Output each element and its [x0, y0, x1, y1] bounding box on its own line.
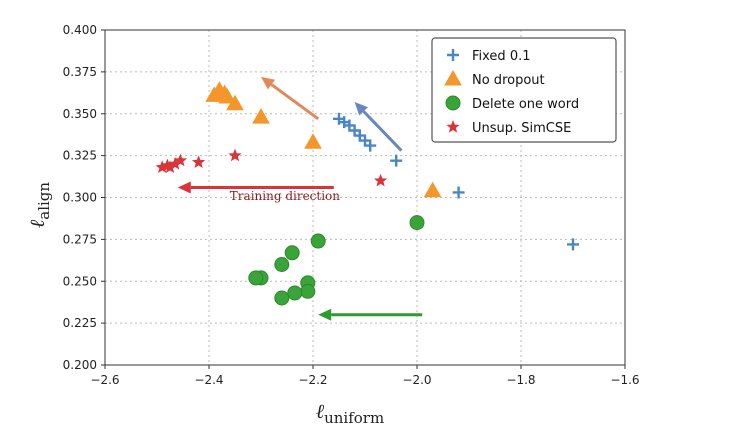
x-tick-label: −2.0 [402, 373, 431, 387]
legend-label: Delete one word [472, 97, 579, 112]
data-point [304, 133, 322, 149]
y-axis-label: ℓalign [25, 182, 53, 228]
x-axis-label: ℓuniform [316, 399, 384, 427]
legend-label: No dropout [472, 73, 545, 88]
data-point [191, 155, 206, 168]
axis-ticks: −2.6 −2.4 −2.2 −2.0 −1.8 −1.6 0.200 0.225 0.250 0… [63, 23, 640, 387]
arrow-shaft [362, 110, 403, 152]
legend: Fixed 0.1 No dropout Delete one word Unsup.… [431, 37, 617, 143]
legend-box [431, 37, 617, 143]
annotations: Training direction [230, 189, 340, 203]
series-fixed-0-1 [333, 112, 579, 251]
data-point [310, 233, 326, 249]
arrow-head [318, 308, 332, 321]
data-points [155, 81, 579, 306]
data-point [373, 173, 388, 187]
data-point [409, 215, 425, 231]
data-point [423, 181, 442, 198]
direction-arrow [318, 308, 423, 321]
data-point [173, 153, 188, 167]
data-point [252, 108, 270, 124]
legend-item: Unsup. SimCSE [446, 120, 571, 136]
direction-arrows [177, 76, 423, 321]
legend-label: Unsup. SimCSE [472, 121, 571, 136]
x-tick-label: −1.6 [610, 373, 639, 387]
data-point [364, 139, 377, 152]
data-point [168, 157, 182, 170]
series-delete-one-word [248, 215, 425, 306]
direction-arrow [261, 76, 320, 120]
arrow-shaft [270, 83, 320, 120]
y-tick-label: 0.325 [63, 149, 97, 163]
data-point [226, 94, 244, 111]
legend-item: Delete one word [445, 95, 579, 112]
data-point [163, 160, 177, 174]
y-tick-label: 0.300 [63, 191, 97, 205]
legend-marker [447, 49, 459, 61]
y-tick-label: 0.200 [63, 358, 97, 372]
legend-item: Fixed 0.1 [447, 49, 531, 64]
arrow-head [354, 102, 368, 116]
data-point [287, 285, 303, 301]
annotation-text: Training direction [230, 189, 340, 203]
y-tick-label: 0.350 [63, 107, 97, 121]
legend-item: No dropout [444, 69, 545, 88]
legend-marker [444, 69, 462, 86]
direction-arrow [177, 181, 334, 194]
direction-arrow [354, 102, 403, 152]
series-no-dropout [205, 81, 442, 198]
data-point [284, 245, 300, 261]
data-point [155, 160, 169, 174]
data-point [228, 148, 242, 162]
legend-marker [446, 120, 460, 133]
y-tick-label: 0.275 [63, 232, 97, 246]
y-tick-label: 0.400 [63, 23, 97, 37]
arrow-head [177, 181, 191, 194]
data-point [274, 290, 290, 306]
series-unsup-simcse [155, 148, 388, 187]
x-tick-label: −2.6 [90, 373, 119, 387]
data-point [218, 87, 237, 104]
data-point [452, 186, 465, 199]
y-tick-label: 0.225 [63, 316, 97, 330]
data-point [274, 257, 290, 272]
y-tick-label: 0.250 [63, 274, 97, 288]
legend-marker [445, 95, 461, 111]
legend-label: Fixed 0.1 [472, 49, 531, 64]
y-tick-label: 0.375 [63, 65, 97, 79]
data-point [248, 270, 264, 286]
data-point [390, 154, 403, 167]
x-tick-label: −2.2 [298, 373, 327, 387]
x-tick-label: −2.4 [194, 373, 223, 387]
data-point [300, 283, 316, 299]
arrow-head [261, 76, 276, 90]
x-tick-label: −1.8 [506, 373, 535, 387]
data-point [567, 238, 579, 251]
